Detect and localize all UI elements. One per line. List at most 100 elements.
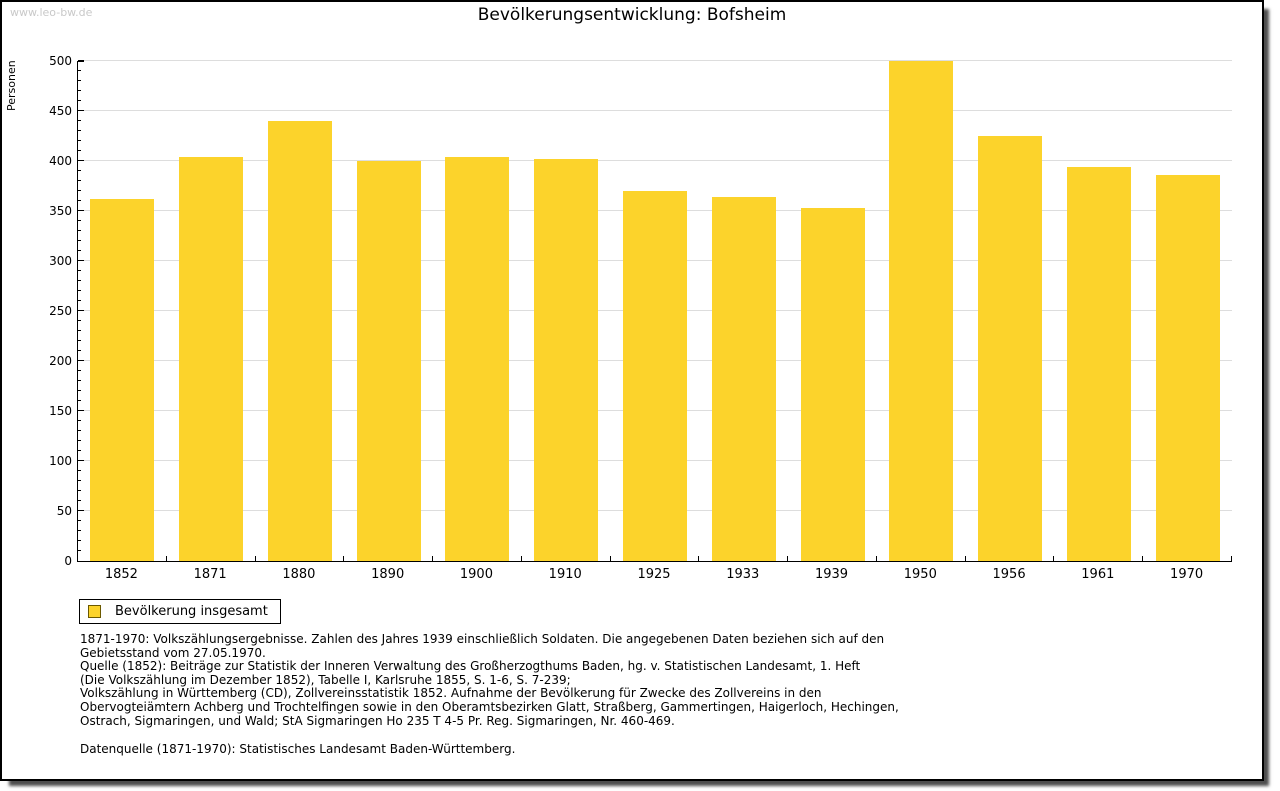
y-axis-tick [78,510,84,511]
x-axis-tick [609,556,611,561]
x-tick-label: 1852 [104,567,138,582]
y-axis-tick [78,260,84,261]
y-tick-label: 400 [49,154,72,168]
y-axis-tick [78,370,81,371]
x-axis-tick [432,556,434,561]
gridline-500 [78,60,1232,61]
source-line: (Die Volkszählung im Dezember 1852), Tab… [80,672,571,687]
y-axis-tick [78,410,84,411]
bar-1970 [1155,175,1220,561]
y-axis-tick [78,390,81,391]
x-tick-label: 1939 [814,567,849,582]
bar-1871 [179,157,244,561]
plot-area [77,60,1232,562]
y-axis-tick [78,130,81,131]
y-axis-tick [78,520,81,521]
y-axis-tick [78,450,81,451]
bar-1910 [534,159,599,561]
y-axis-tick [78,440,81,441]
y-axis-tick [78,230,81,231]
x-axis-tick [964,556,966,561]
footer-source-lines: 1871-1970: Volkszählungsergebnisse. Zahl… [80,632,1180,728]
y-axis-tick [78,470,81,471]
x-axis-tick [165,556,167,561]
x-axis-tick [875,556,877,561]
bar-1950 [889,61,954,561]
gridline-400 [78,160,1232,161]
footer: 1871-1970: Volkszählungsergebnisse. Zahl… [80,632,1180,757]
y-tick-label: 500 [49,54,72,68]
bar-1961 [1066,167,1131,561]
y-axis-tick [78,200,81,201]
y-tick-label: 450 [49,104,72,118]
y-axis-tick [78,420,81,421]
x-axis-tick [254,556,256,561]
y-axis-tick [78,500,81,501]
y-axis-tick [78,460,84,461]
legend-label: Bevölkerung insgesamt [115,604,268,619]
legend: Bevölkerung insgesamt [79,599,281,624]
y-axis-tick [78,120,81,121]
y-axis-tick [78,160,84,161]
y-axis-tick [78,300,81,301]
y-axis-tick [78,250,81,251]
data-source-line: Datenquelle (1871-1970): Statistisches L… [80,742,516,757]
y-axis-tick [78,480,81,481]
y-axis-tick [78,550,81,551]
source-line: Volkszählung in Württemberg (CD), Zollve… [80,686,822,701]
y-axis-tick [78,190,81,191]
y-axis-tick-labels: 0 50 100 150 200 250 300 350 400 450 500 [2,54,72,568]
watermark: www.leo-bw.de [10,6,93,19]
y-axis-tick [78,150,81,151]
y-tick-label: 300 [49,254,72,268]
x-axis-tick [1142,556,1144,561]
page-title: Bevölkerungsentwicklung: Bofsheim [477,5,787,25]
bar-1890 [356,161,421,561]
y-axis-tick [78,180,81,181]
y-tick-label: 150 [49,404,72,418]
x-tick-label: 1880 [282,567,316,582]
y-axis-end-tick [78,61,84,62]
x-tick-label: 1961 [1081,567,1115,582]
y-axis-tick [78,140,81,141]
source-line: 1871-1970: Volkszählungsergebnisse. Zahl… [80,632,885,646]
y-axis-tick [78,350,81,351]
source-line: Obervogteiämtern Achberg und Trochtelfin… [80,699,899,714]
y-axis-tick [78,530,81,531]
y-axis-tick [78,90,81,91]
bar-1852 [90,199,155,561]
y-axis-tick [78,60,84,61]
x-tick-label: 1925 [637,567,671,582]
y-axis-tick [78,380,81,381]
y-axis-tick [78,70,81,71]
source-line: Ostrach, Sigmaringen, und Wald; StA Sigm… [80,713,675,728]
y-axis-tick [78,330,81,331]
y-axis-tick [78,540,81,541]
x-tick-label: 1900 [459,567,493,582]
chart-window: www.leo-bw.de Bevölkerungsentwicklung: B… [0,0,1264,781]
y-axis-tick [78,170,81,171]
y-tick-label: 50 [56,504,72,518]
y-axis-tick [78,490,81,491]
y-axis-tick [78,100,81,101]
legend-swatch-icon [88,605,101,618]
x-tick-label: 1933 [726,567,760,582]
bar-1900 [445,157,510,561]
y-axis-tick [78,80,81,81]
y-tick-label: 100 [49,454,72,468]
bar-1956 [978,136,1043,561]
y-axis-tick [78,360,84,361]
x-tick-label: 1970 [1170,567,1204,582]
x-axis-tick [787,556,789,561]
x-axis-tick [1231,556,1232,561]
y-tick-label: 350 [49,204,72,218]
x-axis-tick [343,556,345,561]
y-tick-label: 250 [49,304,72,318]
y-axis-tick [78,400,81,401]
y-tick-label: 0 [64,554,72,568]
y-axis-tick [78,320,81,321]
y-axis-tick [78,270,81,271]
x-tick-label: 1890 [371,567,405,582]
y-axis-tick [78,210,84,211]
y-axis-tick [78,110,84,111]
